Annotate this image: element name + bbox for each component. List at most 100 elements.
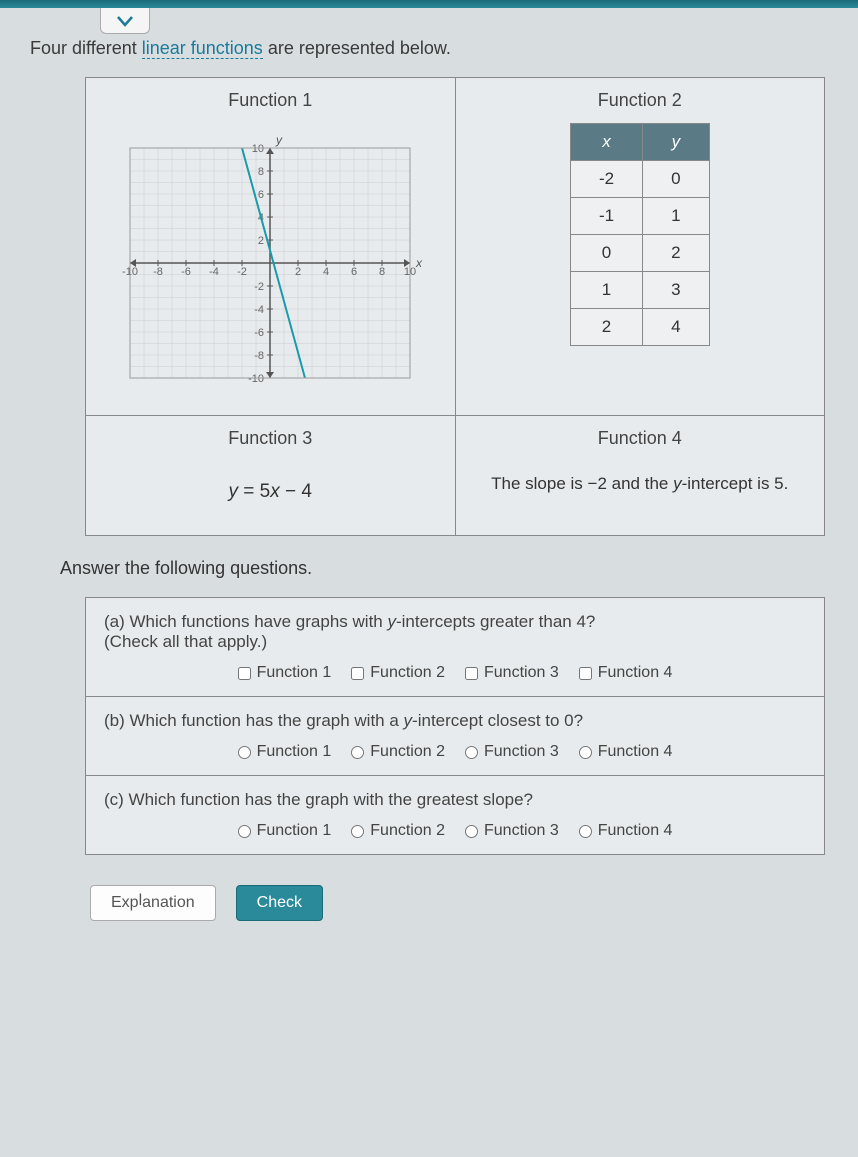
f4-p1: The slope is [491, 474, 587, 493]
option-radio[interactable] [579, 825, 592, 838]
qa-y: y [387, 612, 396, 631]
function-2-table: xy-20-11021324 [570, 123, 710, 346]
option-checkbox[interactable] [351, 667, 364, 680]
svg-text:4: 4 [323, 266, 329, 278]
table-cell: 1 [570, 272, 642, 309]
option-text: Function 1 [257, 664, 332, 682]
option-checkbox[interactable] [465, 667, 478, 680]
table-cell: 0 [570, 235, 642, 272]
question-b-options: Function 1 Function 2 Function 3 Function 4 [104, 743, 806, 761]
intro-suffix: are represented below. [263, 38, 451, 58]
option-checkbox[interactable] [238, 667, 251, 680]
function-2-cell: Function 2 xy-20-11021324 [455, 78, 825, 416]
function-4-title: Function 4 [468, 428, 813, 449]
qb-y: y [404, 711, 413, 730]
svg-text:x: x [415, 256, 423, 270]
question-a-prompt: (a) Which functions have graphs with y-i… [104, 612, 806, 652]
linear-functions-link[interactable]: linear functions [142, 38, 263, 59]
f4-yvar: y [673, 474, 682, 493]
question-c-options: Function 1 Function 2 Function 3 Function 4 [104, 822, 806, 840]
instruction-text: Answer the following questions. [60, 558, 828, 579]
f4-p3: -intercept is [682, 474, 775, 493]
qa-hint: (Check all that apply.) [104, 632, 267, 651]
option-label[interactable]: Function 4 [579, 743, 673, 761]
option-checkbox[interactable] [579, 667, 592, 680]
option-radio[interactable] [465, 825, 478, 838]
option-radio[interactable] [465, 746, 478, 759]
option-text: Function 4 [598, 743, 673, 761]
option-label[interactable]: Function 1 [238, 743, 332, 761]
table-cell: 0 [643, 161, 709, 198]
option-radio[interactable] [579, 746, 592, 759]
collapse-toggle[interactable] [100, 8, 150, 34]
svg-text:-6: -6 [181, 266, 191, 278]
svg-text:-8: -8 [153, 266, 163, 278]
table-cell: 3 [643, 272, 709, 309]
function-2-title: Function 2 [468, 90, 813, 111]
qa-p1: (a) Which functions have graphs with [104, 612, 387, 631]
option-label[interactable]: Function 1 [238, 664, 332, 682]
qa-p2: -intercepts greater than 4? [396, 612, 595, 631]
f4-yint: 5 [774, 474, 783, 493]
table-cell: 2 [570, 309, 642, 346]
eq-eq: = [238, 481, 260, 502]
bottom-button-bar: Explanation Check [30, 885, 828, 921]
option-text: Function 3 [484, 664, 559, 682]
explanation-button[interactable]: Explanation [90, 885, 216, 921]
option-label[interactable]: Function 3 [465, 822, 559, 840]
function-4-cell: Function 4 The slope is −2 and the y-int… [455, 416, 825, 536]
intro-text: Four different linear functions are repr… [30, 38, 828, 59]
option-label[interactable]: Function 1 [238, 822, 332, 840]
option-radio[interactable] [351, 746, 364, 759]
table-cell: -2 [570, 161, 642, 198]
qb-p2: -intercept closest to 0? [412, 711, 583, 730]
table-cell: 2 [643, 235, 709, 272]
option-label[interactable]: Function 2 [351, 743, 445, 761]
option-text: Function 2 [370, 664, 445, 682]
eq-rhs1: 5x [260, 481, 280, 502]
option-radio[interactable] [238, 825, 251, 838]
svg-text:8: 8 [258, 166, 264, 178]
option-label[interactable]: Function 3 [465, 743, 559, 761]
option-text: Function 2 [370, 822, 445, 840]
table-row: -20 [570, 161, 709, 198]
f4-p2: and the [607, 474, 673, 493]
option-text: Function 1 [257, 822, 332, 840]
svg-text:8: 8 [379, 266, 385, 278]
option-text: Function 3 [484, 743, 559, 761]
table-cell: 4 [643, 309, 709, 346]
option-text: Function 1 [257, 743, 332, 761]
svg-text:y: y [275, 133, 283, 147]
option-label[interactable]: Function 4 [579, 664, 673, 682]
function-3-equation: y = 5x − 4 [98, 461, 443, 523]
svg-text:10: 10 [252, 143, 264, 155]
svg-text:6: 6 [258, 189, 264, 201]
option-label[interactable]: Function 3 [465, 664, 559, 682]
functions-grid: Function 1 -10-8-6-4-2246810-10-8-6-4-22… [85, 77, 825, 536]
question-a-options: Function 1 Function 2 Function 3 Function 4 [104, 664, 806, 682]
explanation-label: Explanation [111, 892, 195, 911]
top-accent-bar [0, 0, 858, 8]
svg-text:-2: -2 [237, 266, 247, 278]
table-header: x [570, 124, 642, 161]
option-radio[interactable] [238, 746, 251, 759]
function-1-title: Function 1 [98, 90, 443, 111]
f4-slope: −2 [588, 474, 607, 493]
question-c-cell: (c) Which function has the graph with th… [86, 776, 825, 855]
function-3-cell: Function 3 y = 5x − 4 [86, 416, 456, 536]
eq-lhs: y [229, 481, 239, 502]
question-b-cell: (b) Which function has the graph with a … [86, 697, 825, 776]
option-label[interactable]: Function 4 [579, 822, 673, 840]
svg-text:-2: -2 [254, 281, 264, 293]
option-label[interactable]: Function 2 [351, 664, 445, 682]
option-radio[interactable] [351, 825, 364, 838]
f4-p4: . [784, 474, 789, 493]
function-3-title: Function 3 [98, 428, 443, 449]
table-row: 02 [570, 235, 709, 272]
option-label[interactable]: Function 2 [351, 822, 445, 840]
qb-p1: (b) Which function has the graph with a [104, 711, 404, 730]
check-button[interactable]: Check [236, 885, 323, 921]
option-text: Function 4 [598, 822, 673, 840]
table-row: 24 [570, 309, 709, 346]
table-cell: 1 [643, 198, 709, 235]
